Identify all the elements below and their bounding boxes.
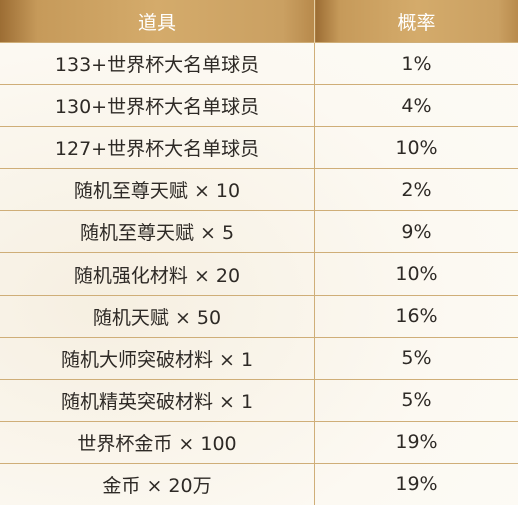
table-row: 133+世界杯大名单球员 1% — [0, 41, 518, 86]
item-cell: 随机大师突破材料 × 1 — [0, 336, 315, 380]
item-cell: 随机精英突破材料 × 1 — [0, 378, 315, 422]
header-cell: 概率 — [314, 0, 518, 43]
table-row: 随机强化材料 × 20 10% — [0, 252, 518, 296]
probability-cell: 1% — [314, 41, 518, 86]
table-header: 道具 概率 — [0, 0, 518, 43]
probability-cell: 4% — [314, 84, 518, 128]
header-cell: 道具 — [0, 0, 315, 43]
item-cell: 随机至尊天赋 × 10 — [0, 168, 315, 212]
table-body: 133+世界杯大名单球员 1% 130+世界杯大名单球员 4% 127+世界杯大名单球员… — [0, 41, 518, 505]
header-row: 道具 概率 — [0, 0, 518, 43]
item-cell: 随机至尊天赋 × 5 — [0, 210, 315, 254]
probability-cell: 19% — [314, 420, 518, 464]
item-cell: 金币 × 20万 — [0, 462, 315, 505]
table-row: 随机至尊天赋 × 5 9% — [0, 210, 518, 254]
probability-cell: 5% — [314, 336, 518, 380]
table-row: 127+世界杯大名单球员 10% — [0, 126, 518, 170]
item-cell: 随机天赋 × 50 — [0, 294, 315, 338]
item-cell: 130+世界杯大名单球员 — [0, 84, 315, 128]
item-cell: 世界杯金币 × 100 — [0, 420, 315, 464]
probability-cell: 10% — [314, 126, 518, 170]
probability-cell: 5% — [314, 378, 518, 422]
table-row: 世界杯金币 × 100 19% — [0, 420, 518, 464]
item-cell: 133+世界杯大名单球员 — [0, 41, 315, 86]
probability-cell: 10% — [314, 252, 518, 296]
item-cell: 随机强化材料 × 20 — [0, 252, 315, 296]
table-row: 随机天赋 × 50 16% — [0, 294, 518, 338]
probability-cell: 16% — [314, 294, 518, 338]
item-cell: 127+世界杯大名单球员 — [0, 126, 315, 170]
table-row: 随机大师突破材料 × 1 5% — [0, 336, 518, 380]
table-row: 130+世界杯大名单球员 4% — [0, 84, 518, 128]
table-row: 随机精英突破材料 × 1 5% — [0, 378, 518, 422]
probability-cell: 19% — [314, 462, 518, 505]
probability-cell: 9% — [314, 210, 518, 254]
table-row: 随机至尊天赋 × 10 2% — [0, 168, 518, 212]
probability-cell: 2% — [314, 168, 518, 212]
table-row: 金币 × 20万 19% — [0, 462, 518, 505]
